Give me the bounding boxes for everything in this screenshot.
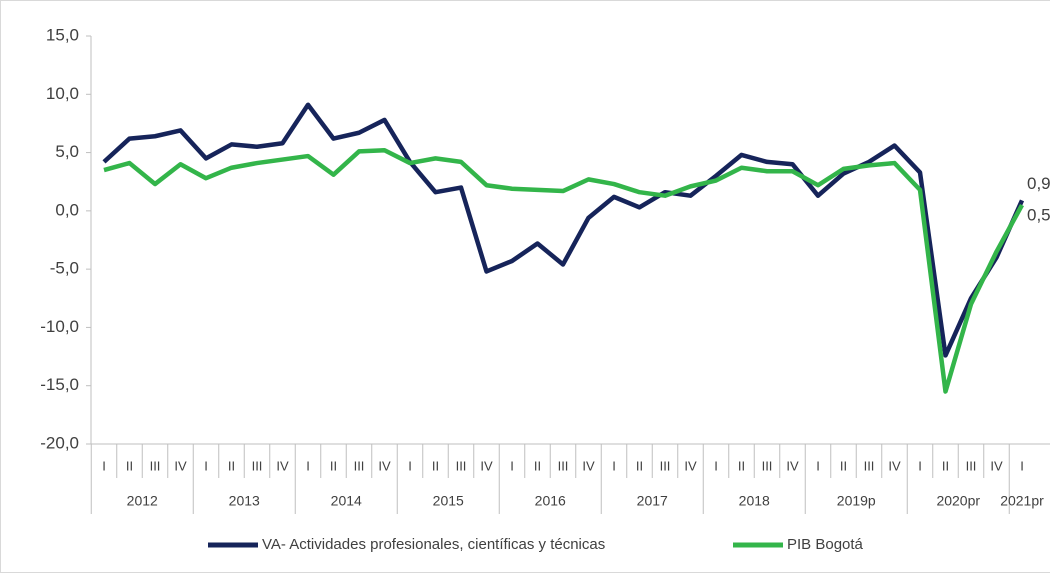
- year-label: 2019p: [837, 493, 876, 509]
- y-tick-label: -15,0: [40, 375, 79, 394]
- y-tick-label: 5,0: [55, 142, 79, 161]
- year-label: 2017: [637, 493, 668, 509]
- x-tick-label: III: [762, 458, 773, 473]
- y-tick-label: 0,0: [55, 200, 79, 219]
- year-label: 2015: [433, 493, 464, 509]
- x-tick-label: I: [918, 458, 922, 473]
- x-tick-label: I: [102, 458, 106, 473]
- y-tick-label: 10,0: [46, 84, 79, 103]
- x-tick-label: IV: [378, 458, 391, 473]
- data-label: 0,5: [1027, 206, 1050, 225]
- year-label: 2013: [229, 493, 260, 509]
- x-tick-label: III: [150, 458, 161, 473]
- x-tick-label: IV: [888, 458, 901, 473]
- x-tick-label: II: [432, 458, 439, 473]
- x-tick-label: IV: [582, 458, 595, 473]
- x-tick-label: IV: [684, 458, 697, 473]
- x-tick-label: III: [660, 458, 671, 473]
- x-tick-label: I: [714, 458, 718, 473]
- x-tick-label: II: [126, 458, 133, 473]
- y-tick-label: -10,0: [40, 317, 79, 336]
- x-tick-label: III: [966, 458, 977, 473]
- year-label: 2012: [127, 493, 158, 509]
- x-tick-label: III: [864, 458, 875, 473]
- y-tick-label: -20,0: [40, 433, 79, 452]
- year-label: 2021pr: [1000, 493, 1044, 509]
- x-tick-label: III: [558, 458, 569, 473]
- year-label: 2016: [535, 493, 566, 509]
- x-tick-label: IV: [174, 458, 187, 473]
- x-tick-label: II: [738, 458, 745, 473]
- x-tick-label: I: [816, 458, 820, 473]
- y-tick-label: -5,0: [50, 259, 79, 278]
- x-tick-label: III: [456, 458, 467, 473]
- x-tick-label: I: [510, 458, 514, 473]
- year-label: 2014: [331, 493, 362, 509]
- x-tick-label: IV: [276, 458, 289, 473]
- x-tick-label: II: [636, 458, 643, 473]
- year-label: 2020pr: [936, 493, 980, 509]
- x-tick-label: II: [534, 458, 541, 473]
- x-tick-label: I: [612, 458, 616, 473]
- x-tick-label: IV: [480, 458, 493, 473]
- series-line: [102, 102, 1025, 358]
- legend-label: VA- Actividades profesionales, científic…: [262, 536, 605, 553]
- series-line: [103, 147, 1024, 394]
- x-tick-label: I: [306, 458, 310, 473]
- x-tick-label: I: [408, 458, 412, 473]
- x-tick-label: III: [252, 458, 263, 473]
- x-tick-label: II: [330, 458, 337, 473]
- x-tick-label: I: [204, 458, 208, 473]
- x-tick-label: III: [354, 458, 365, 473]
- x-tick-label: IV: [786, 458, 799, 473]
- y-tick-label: 15,0: [46, 25, 79, 44]
- x-tick-label: IV: [990, 458, 1003, 473]
- legend-label: PIB Bogotá: [787, 536, 864, 553]
- data-label: 0,9: [1027, 174, 1050, 193]
- year-label: 2018: [739, 493, 770, 509]
- x-tick-label: II: [840, 458, 847, 473]
- x-tick-label: II: [228, 458, 235, 473]
- x-tick-label: II: [942, 458, 949, 473]
- x-tick-label: I: [1020, 458, 1024, 473]
